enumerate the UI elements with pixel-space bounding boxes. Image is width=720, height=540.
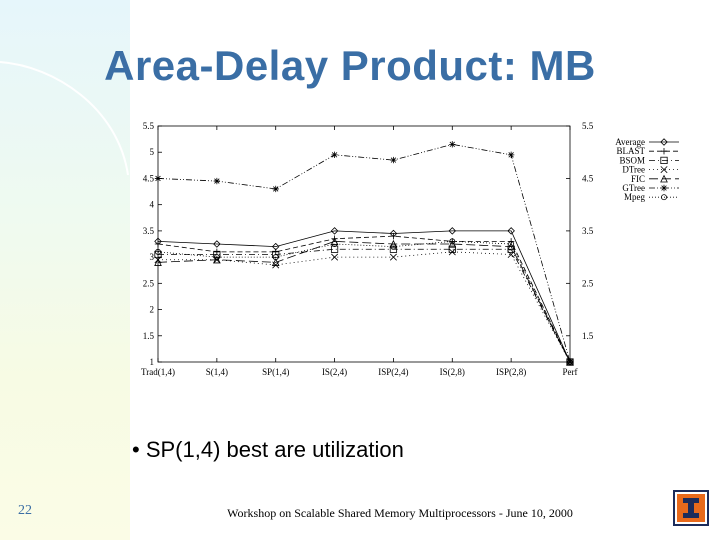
legend-label: FIC	[631, 174, 645, 184]
line-chart: 1 1.5 2 2.5 3 3.5 4 4.5 5 5.5 1.5 2.5 3.5 4.5 5.5 Trad(…	[141, 121, 679, 377]
data-point-bsom	[389, 245, 398, 253]
legend-marker	[660, 184, 668, 192]
bullet-text: SP(1,4) best are utilization	[145, 437, 404, 462]
data-point-blast	[213, 248, 221, 256]
data-point-mpeg	[449, 238, 456, 245]
data-point-bsom	[272, 250, 280, 259]
y-tick-label-right: 2.5	[582, 278, 594, 288]
y-tick-label: 5	[150, 147, 155, 157]
y-tick-label-right: 4.5	[582, 173, 594, 183]
legend-label: GTree	[622, 183, 645, 193]
data-point-mpeg	[567, 359, 573, 365]
data-point-average	[448, 227, 457, 235]
x-tick-label: IS(2,8)	[440, 367, 465, 377]
series-line-average	[157, 230, 571, 363]
data-point-gtree	[449, 141, 456, 148]
legend-marker	[660, 174, 668, 183]
data-point-gtree	[331, 151, 338, 159]
y-tick-label: 5.5	[143, 121, 155, 131]
data-point-gtree	[566, 358, 574, 366]
data-point-bsom	[213, 250, 221, 259]
data-point-fic	[330, 237, 339, 245]
y-tick-label-right: 1.5	[582, 331, 594, 341]
bullet-point: • SP(1,4) best are utilization	[132, 437, 404, 463]
data-point-blast	[154, 240, 162, 248]
data-point-gtree	[507, 151, 515, 159]
y-tick-label: 4.5	[143, 173, 155, 183]
data-point-gtree	[154, 175, 162, 182]
data-point-gtree	[213, 177, 221, 185]
data-point-dtree	[507, 251, 515, 258]
data-point-dtree	[448, 248, 456, 256]
data-point-blast	[390, 232, 397, 240]
y-tick-label: 2.5	[143, 278, 155, 288]
y-tick-label: 3.5	[143, 226, 155, 236]
legend-label: Mpeg	[624, 192, 645, 202]
data-point-mpeg	[272, 254, 279, 261]
data-point-fic	[507, 242, 515, 251]
legend-label: BSOM	[619, 155, 645, 165]
x-tick-label: IS(2,4)	[322, 367, 347, 377]
data-point-fic	[389, 239, 398, 248]
data-point-bsom	[154, 250, 162, 259]
series-line-gtree	[157, 143, 571, 363]
y-tick-label: 1.5	[143, 331, 155, 341]
series-line-blast	[157, 235, 571, 363]
x-tick-label: ISP(2,8)	[496, 367, 526, 377]
y-tick-label-right: 5.5	[582, 121, 594, 131]
legend-label: Average	[615, 137, 645, 147]
data-point-average	[213, 240, 221, 248]
data-point-gtree	[272, 185, 279, 193]
legend-label: BLAST	[616, 146, 645, 156]
legend-marker	[660, 138, 668, 146]
series-line-mpeg	[157, 240, 571, 363]
data-point-average	[507, 227, 515, 235]
x-tick-label: ISP(2,4)	[378, 367, 408, 377]
y-tick-label: 4	[150, 200, 155, 210]
legend-marker	[661, 194, 667, 201]
bullet-marker: •	[132, 437, 140, 462]
data-point-blast	[272, 248, 279, 256]
x-tick-label: Trad(1,4)	[141, 367, 175, 377]
data-point-fic	[448, 239, 457, 248]
data-point-mpeg	[213, 254, 220, 261]
data-point-bsom	[448, 245, 456, 253]
data-point-average	[330, 227, 339, 235]
data-point-mpeg	[331, 241, 338, 247]
data-point-bsom	[330, 245, 339, 253]
slide-title: Area-Delay Product: MB	[104, 42, 596, 89]
data-point-dtree	[331, 253, 339, 261]
data-point-mpeg	[390, 243, 397, 250]
x-tick-label: Perf	[563, 367, 578, 377]
data-point-mpeg	[155, 248, 161, 255]
data-point-fic	[213, 255, 221, 264]
x-tick-label: SP(1,4)	[262, 367, 289, 377]
legend-marker	[660, 148, 668, 155]
data-point-fic	[271, 258, 280, 266]
series-line-dtree	[158, 251, 571, 363]
y-tick-label: 3	[150, 252, 155, 262]
page-number: 22	[18, 503, 32, 518]
x-tick-label: S(1,4)	[206, 367, 228, 377]
data-point-fic	[154, 258, 162, 266]
y-tick-label: 1	[150, 357, 155, 367]
y-tick-label: 2	[150, 305, 155, 315]
data-point-mpeg	[508, 241, 515, 247]
series-line-fic	[157, 240, 571, 363]
legend-marker	[660, 166, 668, 174]
legend-marker	[660, 156, 668, 165]
chart-container: 1 1.5 2 2.5 3 3.5 4 4.5 5 5.5 1.5 2.5 3.5 4.5 5.5 Trad(…	[140, 112, 710, 392]
series-line-bsom	[158, 248, 571, 363]
footer-text: Workshop on Scalable Shared Memory Multi…	[227, 506, 573, 520]
data-point-dtree	[389, 253, 397, 261]
y-tick-label-right: 3.5	[582, 226, 594, 236]
legend-label: DTree	[622, 165, 645, 175]
data-point-gtree	[390, 156, 397, 164]
illinois-logo-icon	[673, 490, 709, 526]
